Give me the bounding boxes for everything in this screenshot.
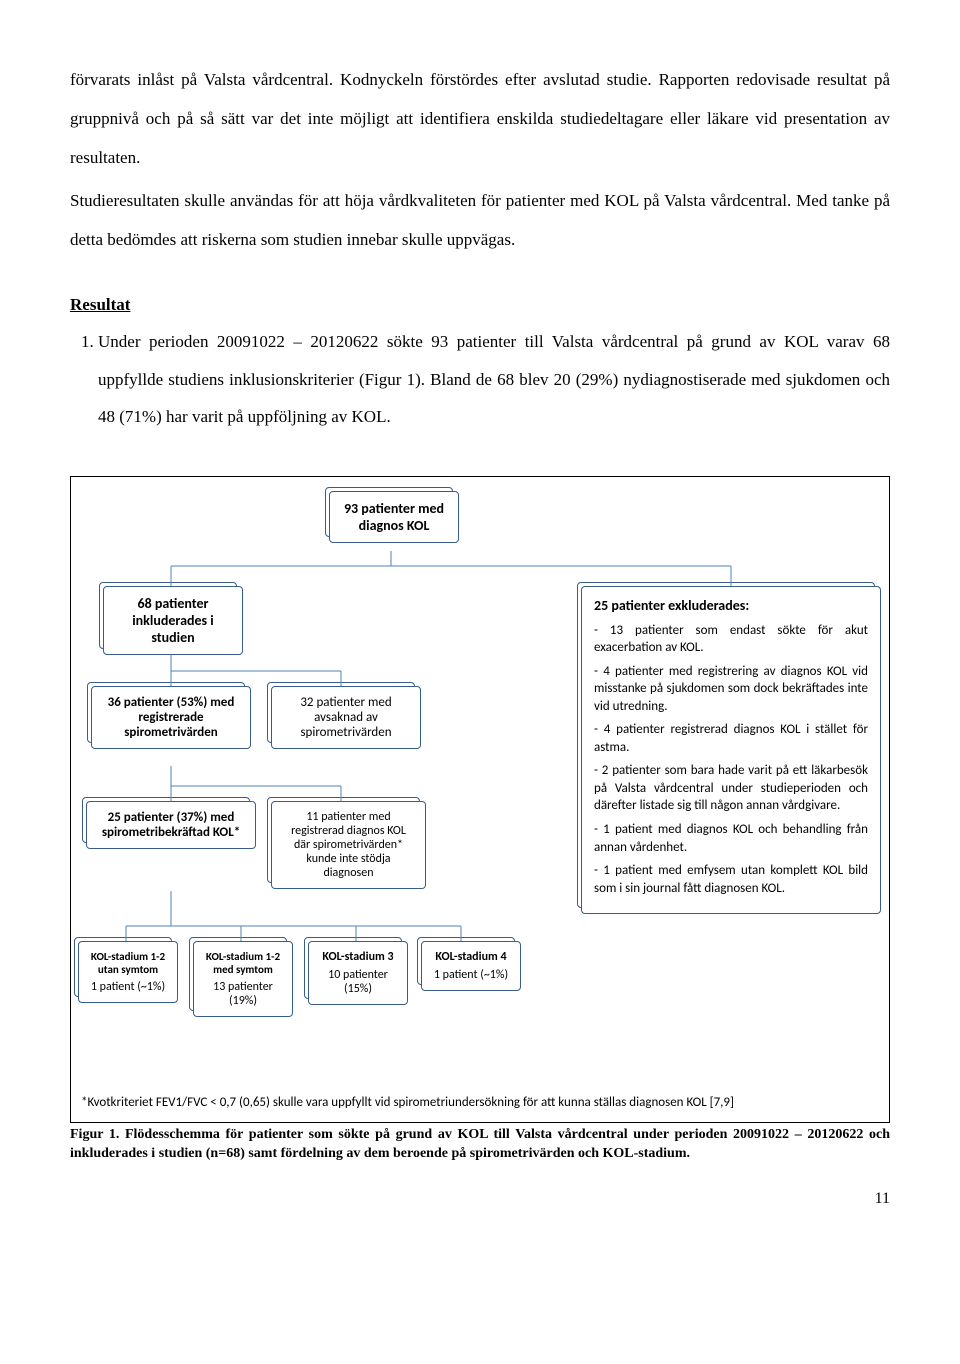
node-eleven: 11 patienter med registrerad diagnos KOL… [271, 801, 426, 889]
node-root: 93 patienter med diagnos KOL [329, 491, 459, 543]
node-spiro-without: 32 patienter med avsaknad av spirometriv… [271, 686, 421, 749]
node-confirmed: 25 patienter (37%) med spirometribekräft… [86, 801, 256, 849]
diagram-footnote: *Kvotkriteriet FEV1/FVC < 0,7 (0,65) sku… [81, 1095, 879, 1110]
node-spiro-with: 36 patienter (53%) med registrerade spir… [91, 686, 251, 749]
node-included: 68 patienter inkluderades i studien [103, 586, 243, 655]
node-stage-1: KOL-stadium 1-2 utan symtom1 patient (~1… [78, 941, 178, 1003]
paragraph-1: förvarats inlåst på Valsta vårdcentral. … [70, 60, 890, 177]
figure-caption: Figur 1. Flödesschemma för patienter som… [70, 1125, 890, 1164]
node-stage-4: KOL-stadium 41 patient (~1%) [421, 941, 521, 991]
result-list-item-1: Under perioden 20091022 – 20120622 sökte… [98, 323, 890, 435]
page-number: 11 [70, 1190, 890, 1208]
paragraph-2: Studieresultaten skulle användas för att… [70, 181, 890, 259]
section-heading-resultat: Resultat [70, 295, 890, 315]
node-excluded: 25 patienter exkluderades: - 13 patiente… [581, 586, 881, 915]
node-stage-2: KOL-stadium 1-2 med symtom13 patienter (… [193, 941, 293, 1017]
flowchart-figure: 93 patienter med diagnos KOL 68 patiente… [70, 476, 890, 1123]
node-stage-3: KOL-stadium 310 patienter (15%) [308, 941, 408, 1005]
